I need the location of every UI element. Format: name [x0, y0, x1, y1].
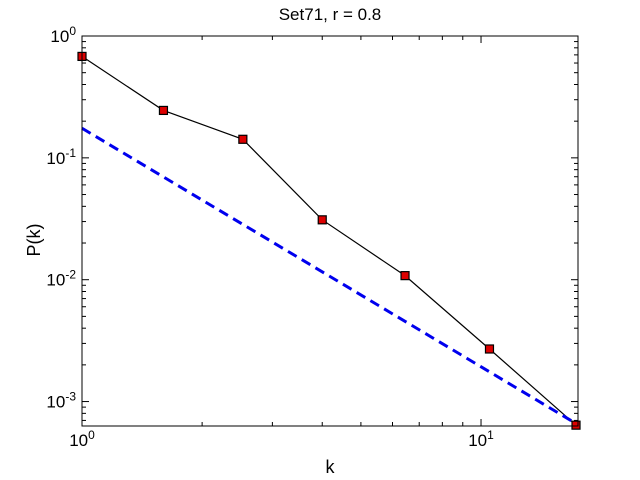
data-point-marker	[317, 215, 327, 225]
x-tick-label: 100	[69, 428, 95, 450]
data-point-marker	[571, 420, 581, 430]
y-tick-label: 10-2	[46, 268, 76, 290]
chart-title: Set71, r = 0.8	[279, 5, 382, 24]
data-point-marker	[158, 105, 169, 116]
y-axis-label: P(k)	[24, 224, 44, 257]
data-point-marker	[238, 134, 248, 144]
y-tick-exponent: -1	[65, 146, 76, 160]
y-tick-exponent: -3	[65, 390, 76, 404]
plot-frame	[81, 35, 579, 427]
y-tick-exponent: 0	[69, 24, 76, 38]
x-tick-exponent: 1	[487, 428, 494, 442]
x-tick-exponent: 0	[88, 428, 95, 442]
x-tick-label: 101	[468, 428, 494, 450]
y-tick-label: 10-1	[46, 146, 76, 168]
series-line	[81, 55, 577, 426]
x-axis-label: k	[326, 457, 336, 477]
data-point-marker	[484, 344, 495, 354]
y-tick-label: 10-3	[46, 390, 76, 412]
y-tick-label: 100	[50, 24, 76, 46]
series-layer	[77, 51, 581, 430]
series-line-dashed	[81, 126, 577, 425]
data-point-marker	[400, 271, 410, 281]
y-tick-exponent: -2	[65, 268, 76, 282]
